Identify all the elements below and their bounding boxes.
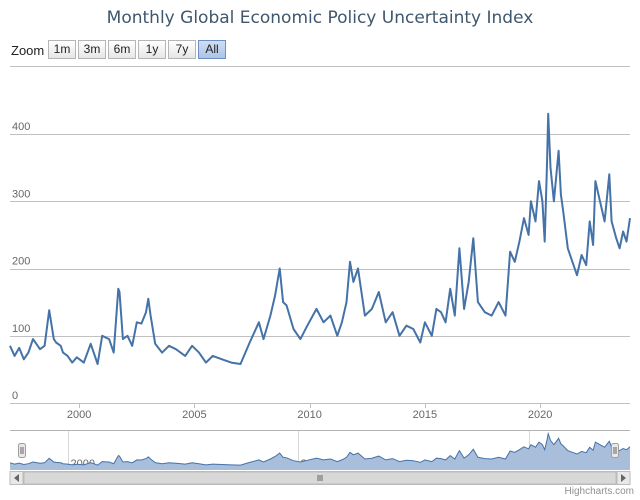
chart-title: Monthly Global Economic Policy Uncertain… bbox=[106, 8, 534, 28]
scrollbar[interactable] bbox=[9, 471, 631, 485]
zoom-1y-button[interactable]: 1y bbox=[138, 40, 166, 59]
zoom-label: Zoom bbox=[11, 43, 45, 58]
grid-layer bbox=[10, 66, 630, 404]
navigator-line bbox=[9, 431, 631, 466]
y-tick-label: 300 bbox=[12, 188, 30, 200]
zoom-6m-button[interactable]: 6m bbox=[108, 40, 136, 59]
y-tick-label: 100 bbox=[12, 323, 30, 335]
series-line bbox=[9, 112, 631, 365]
navigator-handle-right[interactable] bbox=[611, 443, 619, 458]
y-tick-label: 200 bbox=[12, 256, 30, 268]
x-tick-label: 2000 bbox=[67, 409, 91, 421]
series-layer bbox=[9, 112, 631, 365]
navigator-handle-left[interactable] bbox=[18, 443, 26, 458]
zoom-7y-button[interactable]: 7y bbox=[168, 40, 196, 59]
scrollbar-right-arrow[interactable] bbox=[616, 471, 631, 485]
navigator-area bbox=[10, 433, 630, 470]
y-tick-label: 0 bbox=[12, 390, 18, 402]
y-tick-label: 400 bbox=[12, 121, 30, 133]
credits-link[interactable]: Highcharts.com bbox=[564, 486, 634, 497]
zoom-1m-button[interactable]: 1m bbox=[48, 40, 76, 59]
x-tick-label: 2015 bbox=[413, 409, 437, 421]
zoom-all-button[interactable]: All bbox=[198, 40, 226, 59]
zoom-3m-button[interactable]: 3m bbox=[78, 40, 106, 59]
x-tick-label: 2020 bbox=[528, 409, 552, 421]
x-tick-label: 2005 bbox=[182, 409, 206, 421]
navigator[interactable]: 200020102020 bbox=[9, 430, 631, 470]
scrollbar-left-arrow[interactable] bbox=[9, 471, 24, 485]
axis-layer: 0 100 200 300 400 2000 2005 2010 2015 2020 bbox=[10, 121, 630, 421]
x-tick-label: 2010 bbox=[297, 409, 321, 421]
